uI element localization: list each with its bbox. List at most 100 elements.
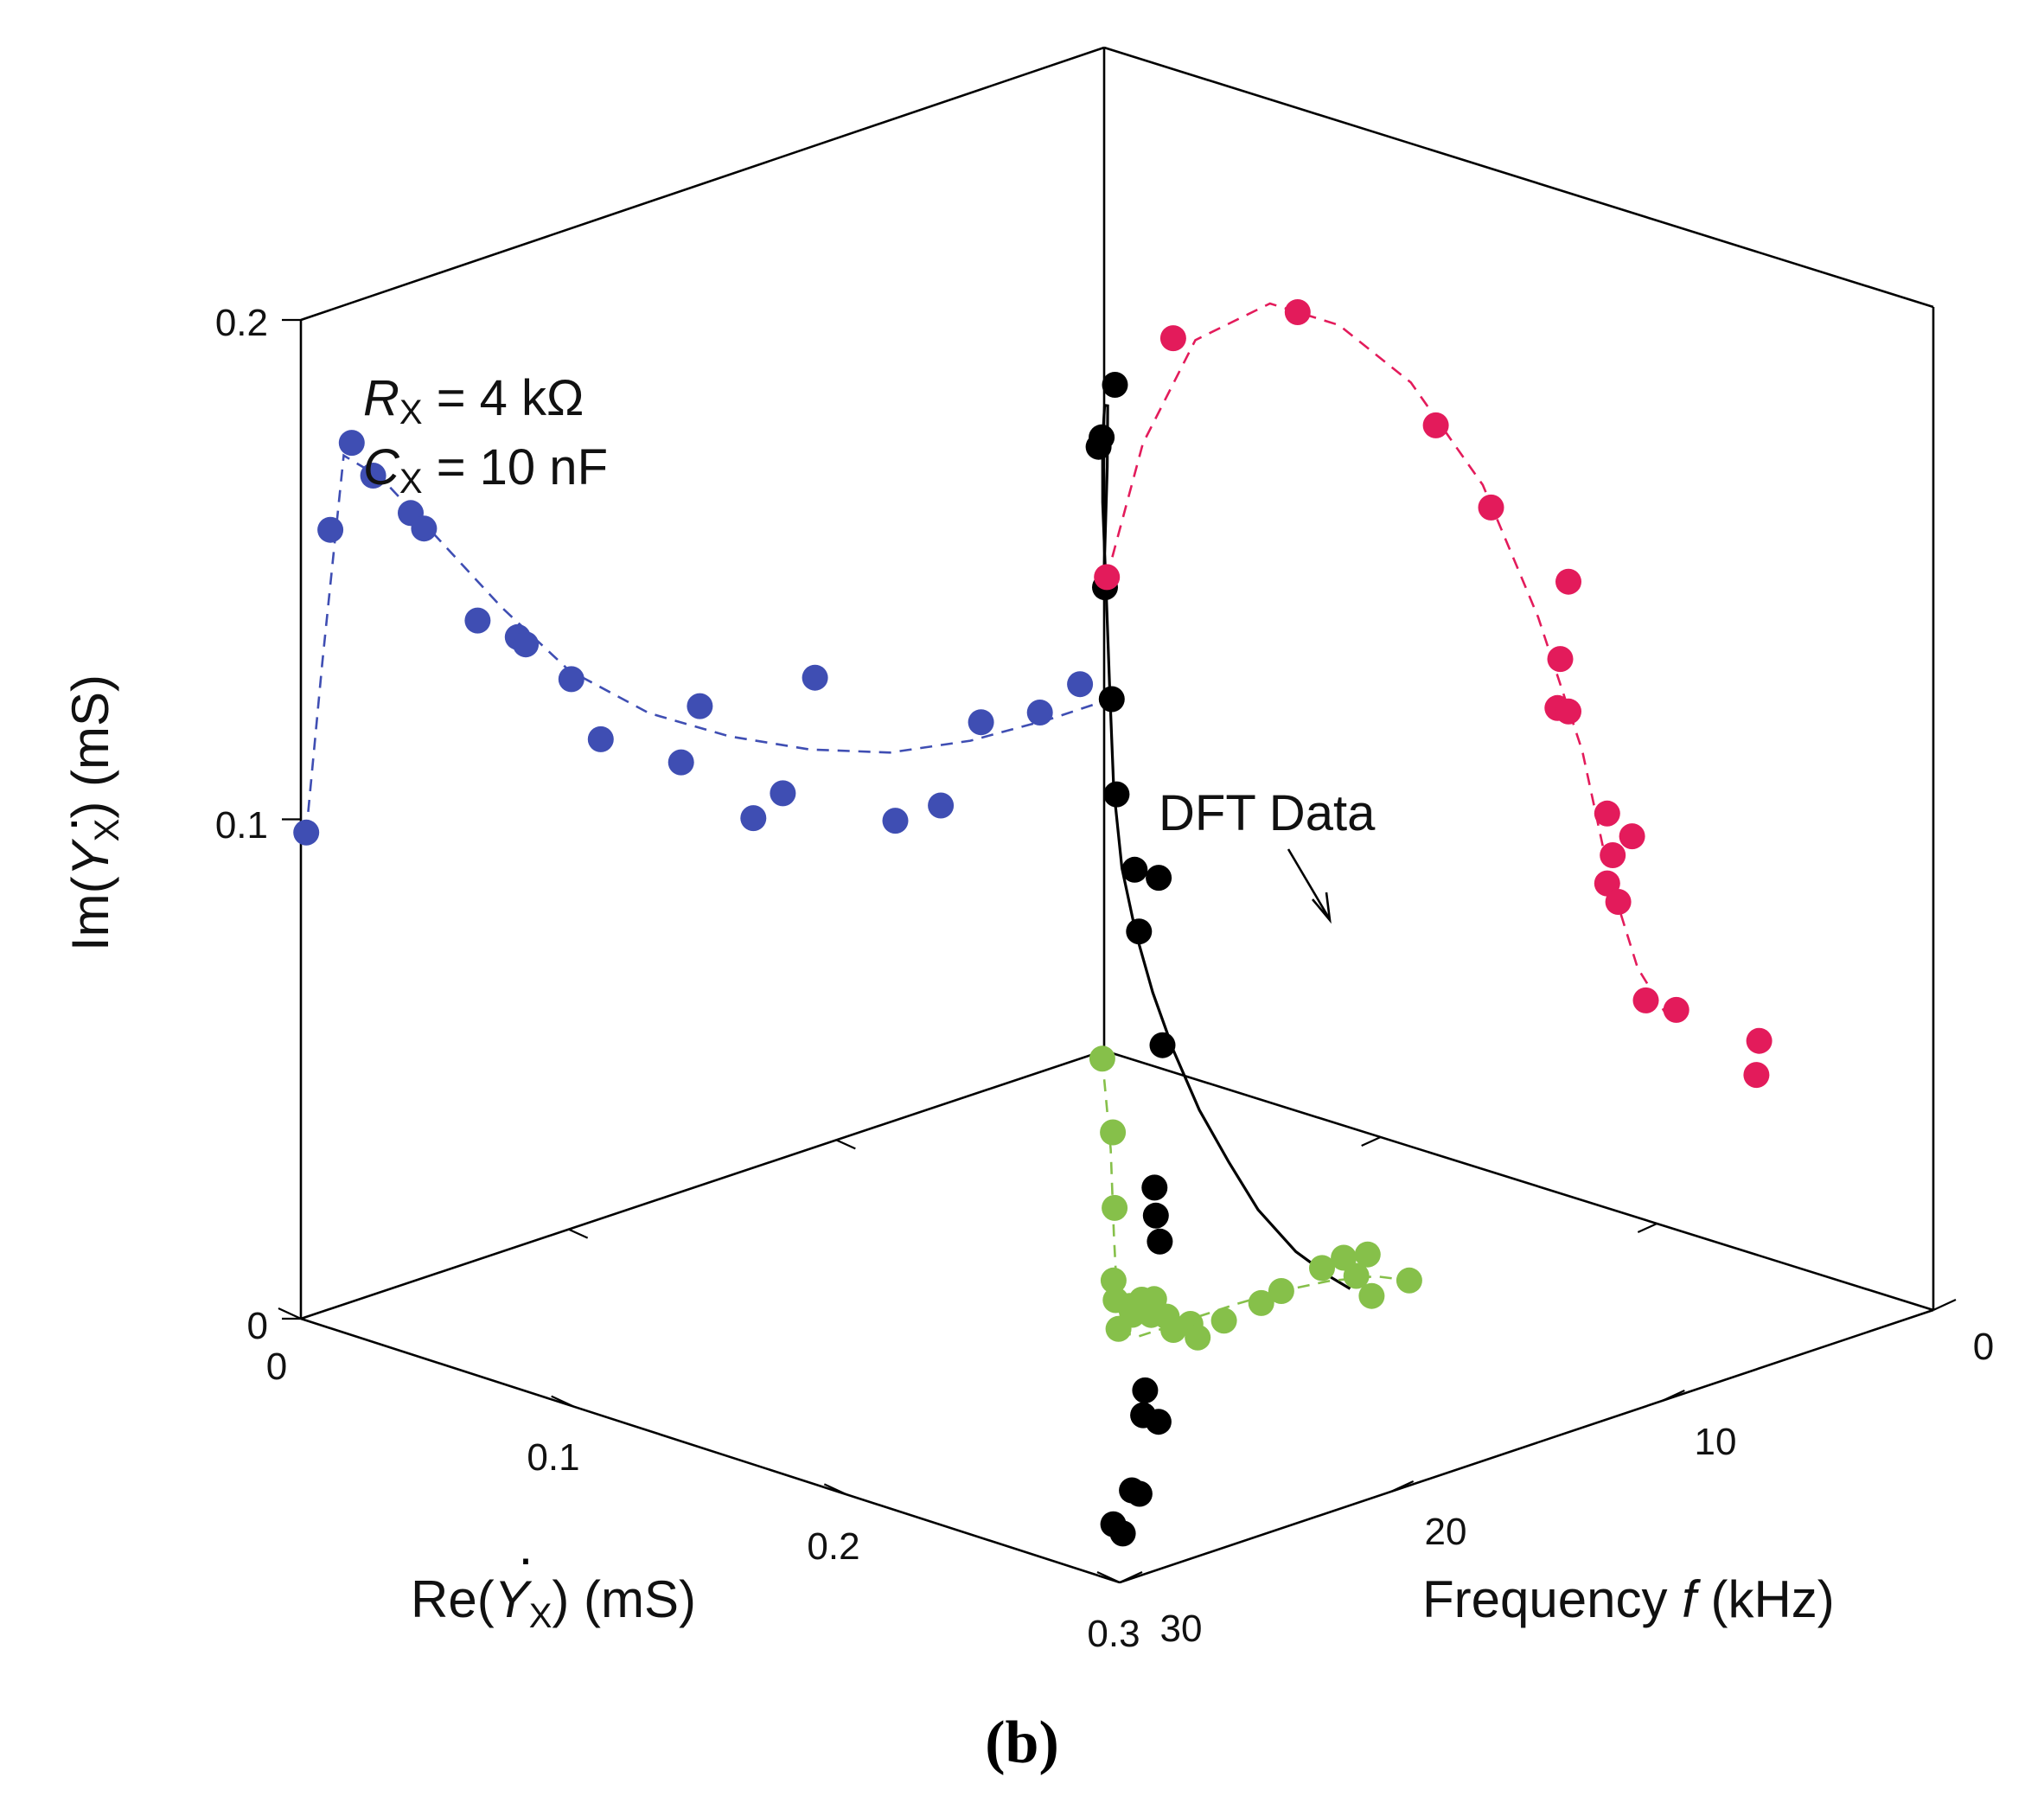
projection-re-f-point [1331,1244,1357,1271]
projection-im-re-point [513,631,540,658]
dft-point [1146,865,1172,892]
dft-fit-curve [1101,403,1351,1290]
freq-tick-label: 20 [1425,1511,1467,1553]
projection-im-re-point [1067,671,1094,698]
projection-im-re-point [968,709,994,736]
projection-re-f-point [1089,1045,1115,1072]
floor-back-tick [835,1139,856,1150]
projection-im-re-fit-curve [304,453,1105,833]
projection-im-re-point [411,515,438,542]
freq-tick [1932,1299,1957,1311]
freq-tick-label: 0 [1973,1326,1994,1368]
projection-im-f-point [1600,842,1626,868]
dft-point [1121,856,1148,883]
projection-im-re-point [667,749,694,776]
re-tick [823,1483,847,1496]
im-tick-label: 0 [247,1305,268,1347]
im-tick-label: 0.1 [215,804,268,847]
dft-point [1085,433,1112,460]
dft-point [1126,1480,1153,1507]
projection-im-re-point [882,808,909,834]
projection-im-f-point [1555,568,1581,595]
projection-im-re-point [338,430,365,457]
projection-re-f-point [1309,1255,1335,1282]
projection-im-f-point [1422,412,1449,438]
projection-im-f-point [1555,698,1581,725]
dft-data-arrow-line [1287,848,1330,917]
projection-im-re-point [928,792,955,819]
axes-frame [278,46,1957,1584]
freq-tick [1119,1571,1143,1583]
projection-im-f-point [1159,325,1186,352]
projection-im-f-point [1094,564,1121,591]
projection-im-re-point [687,693,713,719]
dft-data-label: DFT Data [1159,785,1376,841]
dft-data-arrowhead [1312,892,1332,924]
re-tick [1096,1571,1121,1583]
dft-point [1145,1409,1172,1435]
freq-tick-label: 10 [1695,1421,1737,1463]
dft-point [1142,1202,1169,1229]
dft-point [1132,1377,1159,1403]
dft-point [1100,1511,1127,1537]
projection-re-f-point [1343,1262,1370,1289]
floor-back-tick [1637,1222,1658,1234]
freq-tick-label: 30 [1160,1608,1203,1650]
projection-re-f-point [1354,1241,1381,1268]
projection-im-f-point [1594,800,1620,827]
projection-re-f-point [1210,1307,1237,1334]
projection-im-f-fit-curve [1105,302,1670,1019]
projection-im-re-point [558,666,584,693]
projection-re-f-point [1358,1282,1385,1309]
im-axis-dot: · [42,815,99,833]
projection-re-f-point [1102,1194,1128,1221]
rx-annotation: RX = 4 kΩ [363,370,584,431]
dft-point [1141,1174,1168,1201]
projection-im-re-point [360,463,386,489]
projection-im-f-point [1663,996,1689,1023]
freq-axis-title: Frequency f (kHz) [1422,1570,1835,1628]
dft-point [1102,372,1128,398]
projection-im-f-point [1284,299,1311,325]
re-axis-title: Re(YX) (mS) [411,1570,696,1635]
re-tick [278,1307,302,1320]
projection-im-f-point [1743,1062,1770,1089]
dft-point [1149,1032,1176,1058]
dft-point [1103,781,1130,808]
floor-back-edge-right [1103,1049,1934,1312]
projection-im-re-point [317,516,344,543]
projection-im-f-point [1632,987,1659,1013]
floor-back-tick [568,1228,589,1239]
freq-tick-labels: 0 10 20 30 [1160,1326,1995,1650]
freq-axis-line [1119,1308,1934,1584]
back-top-edge-left [300,46,1105,322]
im-tick-labels: 0 0.1 0.2 [215,302,268,1347]
projection-im-f-point [1478,494,1504,521]
projection-re-f-point [1248,1289,1274,1316]
panel-label: (b) [985,1710,1059,1776]
projection-re-f-point [1268,1278,1294,1304]
dft-point [1098,686,1125,713]
re-tick-label: 0.2 [807,1525,859,1568]
projection-re-f-point [1396,1267,1422,1294]
data-points [293,299,1773,1547]
re-tick [551,1395,575,1408]
projection-im-re-point [1026,700,1053,726]
projection-im-f-point [1746,1027,1773,1054]
projection-re-f-point [1100,1267,1127,1294]
projection-im-f-point [1547,646,1574,673]
projection-im-re-point [740,805,767,832]
projection-re-f-point [1185,1324,1211,1351]
floor-back-edge-left [300,1049,1105,1320]
projection-im-re-point [802,664,828,691]
projection-im-re-point [293,819,320,846]
dft-point [1126,918,1153,945]
freq-tick [1661,1390,1685,1402]
re-tick-labels: 0 0.1 0.2 0.3 [266,1346,1140,1655]
dft-point [1147,1228,1173,1255]
back-top-edge-right [1103,46,1934,309]
floor-back-tick [1361,1135,1382,1147]
projection-re-f-point [1100,1119,1127,1146]
re-tick-label: 0 [266,1346,287,1388]
